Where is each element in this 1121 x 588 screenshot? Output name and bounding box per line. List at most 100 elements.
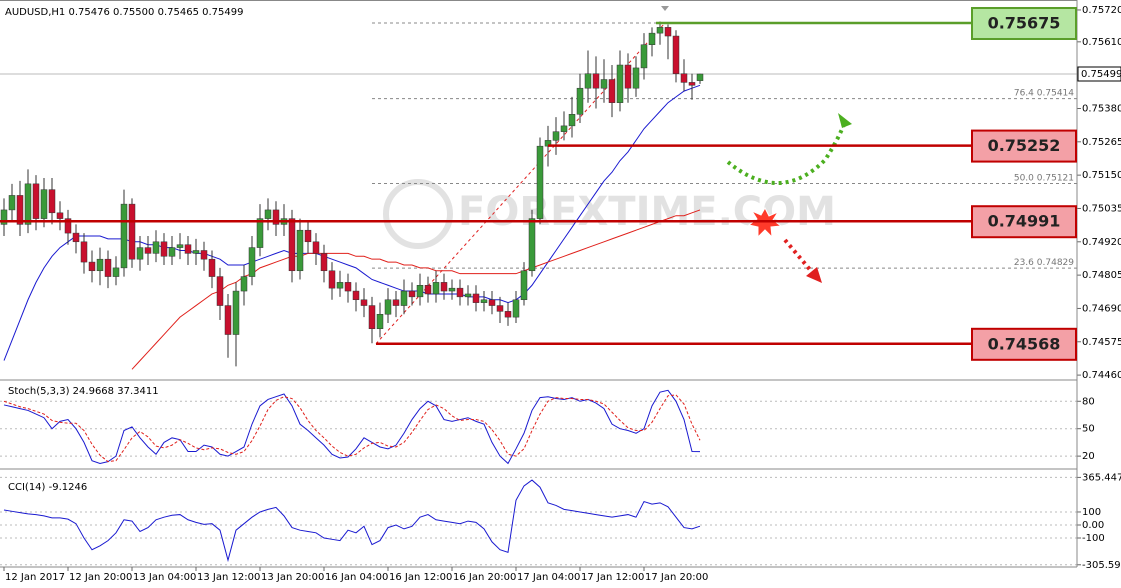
fib-ratio: 23.6 xyxy=(1014,258,1034,268)
candle-body xyxy=(464,293,472,298)
y-tick-label: 0.74805 xyxy=(1082,270,1121,281)
candle-body xyxy=(552,131,560,141)
candle-body xyxy=(120,203,128,269)
y-tick-label: -100 xyxy=(1082,533,1105,544)
arrow-head xyxy=(838,113,852,128)
x-tick-label: 13 Jan 04:00 xyxy=(133,572,196,583)
indicator-line xyxy=(3,84,701,361)
candle-body xyxy=(400,290,408,306)
indicator-name: CCI(14) xyxy=(8,482,46,493)
candle-body xyxy=(200,250,208,260)
candle-body xyxy=(584,73,592,89)
y-tick-label: 20 xyxy=(1082,451,1095,462)
candle-body xyxy=(336,282,344,289)
candle-body xyxy=(232,290,240,335)
candle-body xyxy=(40,189,48,219)
candle-body xyxy=(568,114,576,127)
candle-body xyxy=(488,299,496,306)
candle-body xyxy=(72,232,80,243)
x-tick-label: 12 Jan 20:00 xyxy=(69,572,132,583)
candle-body xyxy=(576,87,584,115)
x-tick-label: 13 Jan 12:00 xyxy=(197,572,260,583)
candle-body xyxy=(496,305,504,312)
x-tick-label: 16 Jan 20:00 xyxy=(453,572,516,583)
candle-body xyxy=(8,195,16,211)
candle-body xyxy=(272,209,280,225)
candle-body xyxy=(328,270,336,289)
indicator-value: -9.1246 xyxy=(49,482,88,493)
candle-body xyxy=(392,299,400,306)
candle-body xyxy=(184,244,192,254)
candle-body xyxy=(16,195,24,225)
candle-body xyxy=(224,305,232,335)
y-tick-label: 0.75035 xyxy=(1082,203,1121,214)
candle-body xyxy=(416,285,424,298)
candle-body xyxy=(160,241,168,257)
candle-body xyxy=(248,247,256,277)
candle-body xyxy=(504,311,512,318)
candle-body xyxy=(664,27,672,37)
candle-body xyxy=(304,229,312,243)
watermark: FOREXTIME.COM xyxy=(383,179,836,249)
candle-body xyxy=(480,299,488,303)
candle-body xyxy=(128,203,136,260)
candle-body xyxy=(616,64,624,103)
fib-label: 76.4 0.75414 xyxy=(1014,88,1074,98)
x-tick-label: 17 Jan 04:00 xyxy=(517,572,580,583)
indicator-line xyxy=(3,389,701,465)
candle-body xyxy=(384,299,392,315)
candle-body xyxy=(608,79,616,103)
candle-body xyxy=(56,212,64,219)
candle-body xyxy=(192,250,200,254)
level-label: 0.74991 xyxy=(988,212,1061,231)
plot-layer: 76.4 0.75414 50.0 0.75121 23.6 0.74829 xyxy=(0,9,1081,566)
x-tick-label: 16 Jan 12:00 xyxy=(389,572,452,583)
candle-body xyxy=(600,79,608,89)
fib-label: 50.0 0.75121 xyxy=(1014,173,1074,183)
candle-body xyxy=(208,258,216,277)
candle-body xyxy=(344,282,352,292)
candle-body xyxy=(688,82,696,86)
fib-ratio: 76.4 xyxy=(1014,88,1034,98)
candle-body xyxy=(456,287,464,298)
candle-body xyxy=(520,270,528,301)
candle-body xyxy=(696,73,704,81)
candle-body xyxy=(240,276,248,292)
fib-marker xyxy=(661,6,669,11)
candle-body xyxy=(440,282,448,292)
candle-body xyxy=(424,285,432,295)
candle-body xyxy=(656,27,664,34)
indicator-line xyxy=(3,394,701,463)
y-tick-label: 0.75265 xyxy=(1082,137,1121,148)
fib-value: 0.74829 xyxy=(1037,258,1074,268)
candle-body xyxy=(512,299,520,318)
candle-body xyxy=(80,241,88,263)
candle-body xyxy=(24,183,32,225)
x-tick-label: 13 Jan 20:00 xyxy=(261,572,324,583)
y-tick-label: 0.75610 xyxy=(1082,37,1121,48)
candle-body xyxy=(104,258,112,277)
level-box xyxy=(971,129,1077,163)
watermark-logo xyxy=(383,179,453,249)
level-label: 0.75675 xyxy=(988,13,1061,32)
symbol: AUDUSD,H1 xyxy=(5,7,65,18)
y-tick-label: 0.74690 xyxy=(1082,303,1121,314)
candle-body xyxy=(48,189,56,214)
candle-body xyxy=(680,73,688,83)
stoch-title: Stoch(5,3,3) 24.9668 37.3411 xyxy=(8,386,159,397)
y-tick-label: 50 xyxy=(1082,424,1095,435)
candle-body xyxy=(64,218,72,234)
candle-body xyxy=(592,73,600,89)
candle-body xyxy=(368,305,376,329)
ohlc-high: 0.75500 xyxy=(113,7,154,18)
x-tick-label: 12 Jan 2017 xyxy=(5,572,65,583)
ohlc-close: 0.75499 xyxy=(202,7,243,18)
y-tick-label: 0.75380 xyxy=(1082,103,1121,114)
candle-body xyxy=(376,313,384,329)
level-box xyxy=(971,6,1077,40)
price-tag-label: 0.75499 xyxy=(1081,69,1121,80)
candle-body xyxy=(152,241,160,254)
candle-body xyxy=(352,290,360,301)
